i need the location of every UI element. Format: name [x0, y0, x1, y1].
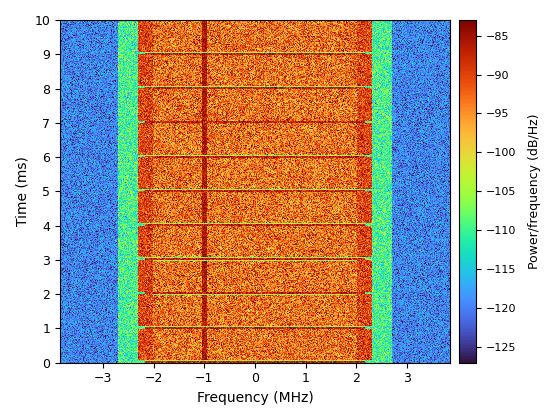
X-axis label: Frequency (MHz): Frequency (MHz) [197, 391, 314, 405]
Y-axis label: Power/frequency (dB/Hz): Power/frequency (dB/Hz) [528, 114, 540, 269]
Y-axis label: Time (ms): Time (ms) [15, 156, 29, 226]
